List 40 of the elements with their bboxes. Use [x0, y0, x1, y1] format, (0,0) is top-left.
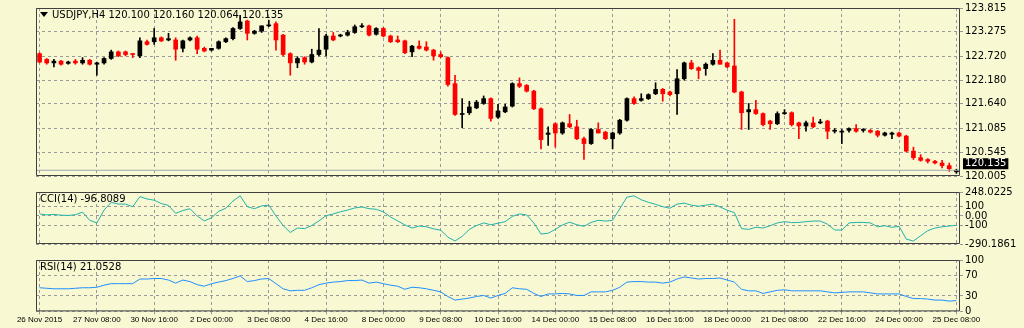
y-tick-label: 70: [965, 269, 978, 281]
candlestick: [746, 103, 752, 130]
y-tick-label: 120.005: [965, 169, 1007, 181]
x-tick-label: 16 Dec 16:00: [646, 315, 695, 325]
y-tick-label: 30: [965, 289, 978, 301]
y-tick-label: 0: [965, 304, 972, 316]
y-tick-label: 120.545: [965, 145, 1007, 157]
x-tick-label: 26 Nov 2015: [16, 315, 63, 325]
y-tick-label: 123.815: [965, 1, 1007, 13]
x-tick-label: 8 Dec 00:00: [361, 315, 406, 325]
chart-title: CCI(14) -96.8089: [40, 193, 126, 204]
x-tick-label: 30 Nov 16:00: [130, 315, 179, 325]
x-tick-label: 24 Dec 00:00: [875, 315, 924, 325]
x-tick-label: 27 Nov 08:00: [73, 315, 122, 325]
chart-title: USDJPY,H4 120.100 120.160 120.064 120.135: [52, 9, 284, 20]
x-tick-label: 22 Dec 16:00: [818, 315, 867, 325]
chart-title: RSI(14) 21.0528: [40, 261, 122, 272]
y-tick-label: 121.085: [965, 121, 1007, 133]
y-tick-label: 122.180: [965, 73, 1007, 85]
y-tick-label: 100: [965, 253, 985, 265]
x-tick-label: 9 Dec 08:00: [419, 315, 463, 325]
y-tick-label: 248.0225: [965, 185, 1013, 197]
x-tick-label: 2 Dec 00:00: [189, 315, 234, 325]
candlestick: [459, 98, 465, 129]
x-tick-label: 25 Dec 08:00: [932, 315, 981, 325]
y-tick-label: 123.275: [965, 25, 1007, 37]
x-tick-label: 4 Dec 16:00: [304, 315, 349, 325]
x-tick-label: 21 Dec 08:00: [760, 315, 809, 325]
y-tick-label: -100: [965, 219, 988, 231]
x-tick-label: 10 Dec 16:00: [474, 315, 523, 325]
y-tick-label: -290.1861: [965, 237, 1017, 249]
x-tick-label: 15 Dec 08:00: [588, 315, 637, 325]
y-tick-label: 122.720: [965, 49, 1007, 61]
ref-line-label: 120.135: [965, 157, 1007, 169]
x-tick-label: 3 Dec 08:00: [247, 315, 291, 325]
y-tick-label: 0.00: [965, 209, 988, 221]
y-tick-label: 100: [965, 199, 985, 211]
x-tick-label: 18 Dec 00:00: [703, 315, 752, 325]
y-tick-label: 121.640: [965, 97, 1007, 109]
x-tick-label: 14 Dec 00:00: [531, 315, 580, 325]
